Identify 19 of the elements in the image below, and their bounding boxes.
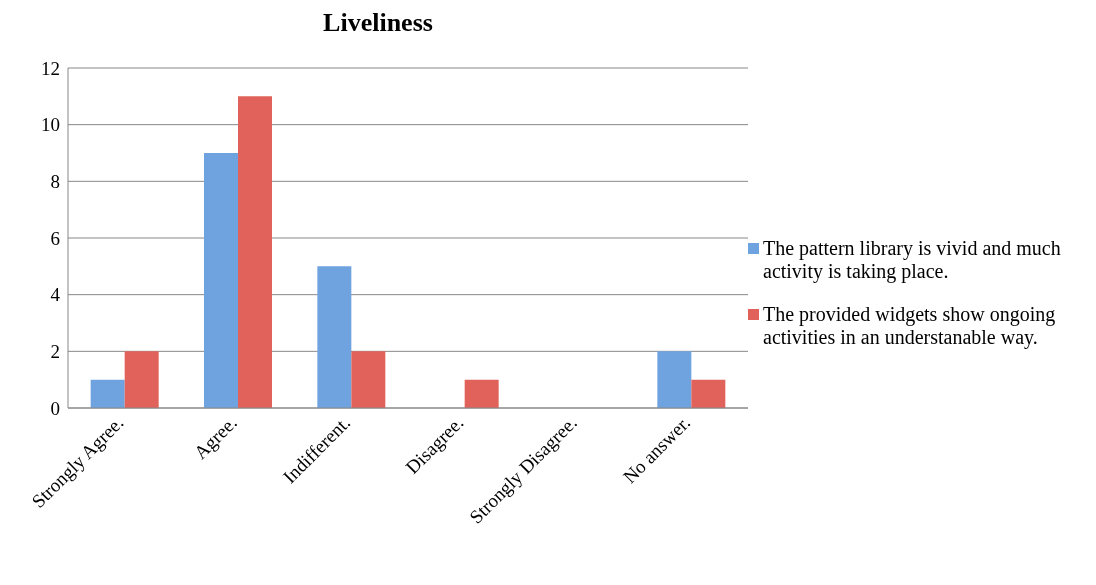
chart-title: Liveliness: [322, 8, 434, 38]
legend-label: The provided widgets show ongoing activities in an understanable way.: [763, 303, 1057, 349]
bar: [691, 379, 726, 408]
bar: [204, 153, 238, 408]
bar: [657, 351, 692, 408]
y-tick-label: 2: [50, 341, 60, 363]
y-tick-label: 8: [50, 171, 60, 193]
y-tick-label: 10: [41, 114, 60, 136]
bar: [124, 351, 159, 408]
bar: [238, 96, 272, 408]
legend-label: The pattern library is vivid and much activity is taking place.: [763, 237, 1062, 283]
y-tick-label: 0: [50, 397, 60, 419]
y-tick-label: 4: [50, 284, 61, 306]
bar: [317, 266, 352, 408]
y-tick-label: 12: [41, 57, 60, 79]
bar: [351, 351, 386, 408]
bar: [464, 379, 499, 408]
y-tick-label: 6: [50, 227, 60, 249]
bar: [90, 379, 125, 408]
